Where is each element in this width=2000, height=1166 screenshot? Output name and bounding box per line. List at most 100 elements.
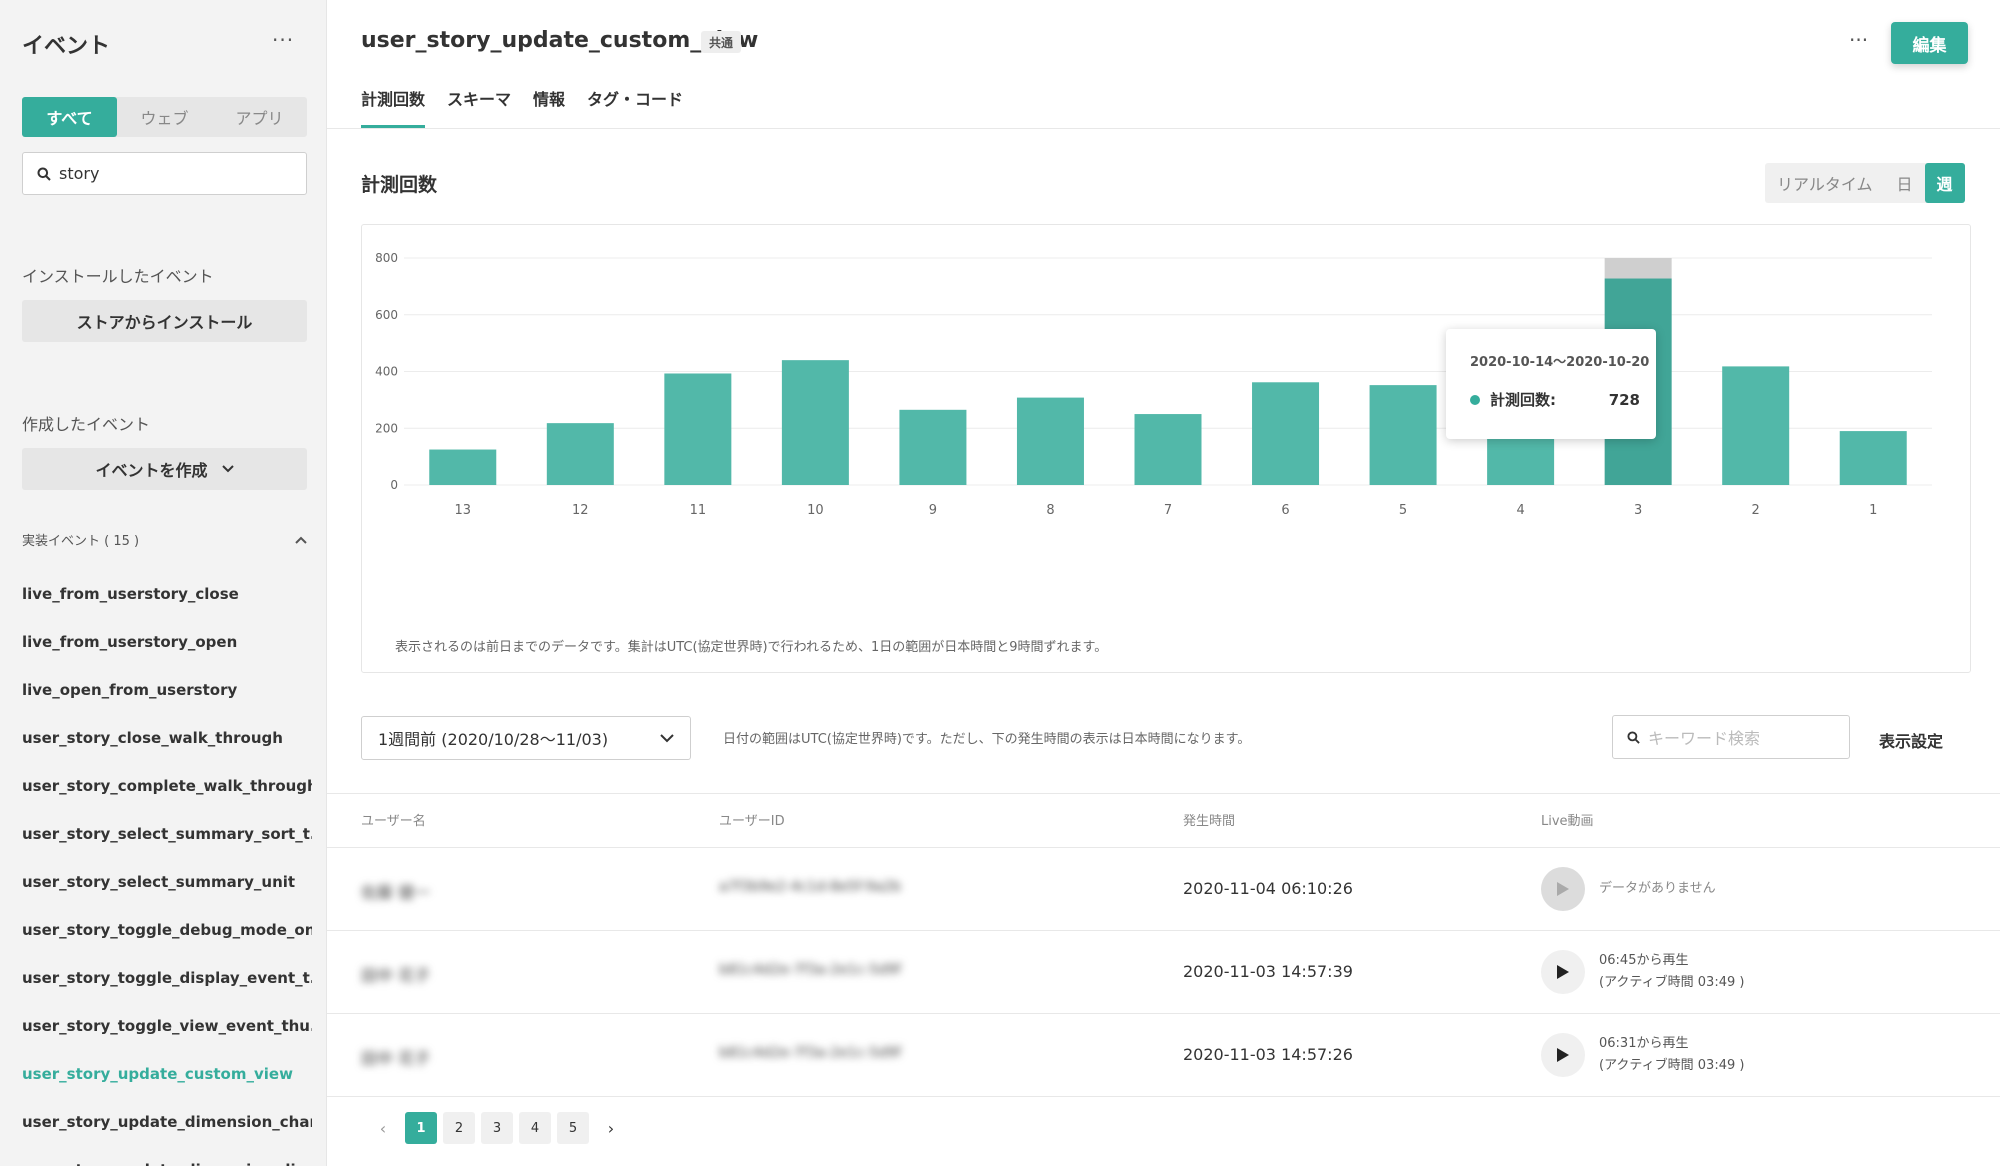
y-tick-label: 400	[375, 365, 398, 379]
event-list-item[interactable]: user_story_select_summary_unit	[22, 873, 296, 891]
next-page-button[interactable]: ›	[607, 1118, 615, 1138]
search-icon	[1627, 730, 1640, 744]
create-event-button[interactable]: イベントを作成	[22, 448, 307, 490]
event-search-input[interactable]: story	[22, 152, 307, 195]
chevron-down-icon	[660, 733, 674, 742]
play-active-time: (アクティブ時間 03:49 )	[1599, 1057, 1745, 1073]
period-select[interactable]: 1週間前 (2020/10/28〜11/03)	[361, 716, 691, 760]
x-tick-label: 8	[1046, 503, 1054, 518]
x-tick-label: 6	[1281, 503, 1289, 518]
page-button[interactable]: 3	[481, 1112, 513, 1144]
play-icon	[1557, 1047, 1569, 1062]
event-list-item[interactable]: live_open_from_userstory	[22, 681, 238, 699]
user-name-cell: 田中 花子	[361, 1048, 431, 1068]
main-content: user_story_update_custom_view 共通 ··· 編集 …	[327, 0, 2000, 1166]
filter-web-button[interactable]: ウェブ	[140, 109, 189, 128]
row-divider	[327, 1096, 2000, 1097]
event-list-item[interactable]: user_story_complete_walk_through	[22, 777, 312, 795]
tab-info[interactable]: 情報	[533, 90, 566, 109]
x-tick-label: 11	[690, 503, 707, 518]
event-list-item[interactable]: user_story_close_walk_through	[22, 729, 283, 747]
event-search-value: story	[59, 164, 100, 183]
tooltip-dot	[1470, 394, 1480, 405]
time-cell: 2020-11-03 14:57:26	[1183, 1044, 1353, 1064]
tab-schema[interactable]: スキーマ	[447, 90, 512, 109]
chart-tooltip: 2020-10-14〜2020-10-20 計測回数: 728	[1446, 329, 1656, 439]
event-list-item[interactable]: user_story_toggle_view_event_thu...	[22, 1017, 312, 1035]
user-id-cell: b81c4d2e-7f3a-2e1c-5d9f	[719, 961, 901, 978]
edit-button[interactable]: 編集	[1891, 22, 1968, 64]
sidebar: イベント ··· すべて ウェブ アプリ story インストールしたイベント …	[0, 0, 327, 1166]
bar	[781, 360, 849, 485]
range-realtime-button[interactable]: リアルタイム	[1777, 175, 1873, 194]
prev-page-button: ‹	[379, 1118, 387, 1138]
play-button[interactable]	[1541, 949, 1585, 994]
page-button[interactable]: 5	[557, 1112, 589, 1144]
bar	[1839, 431, 1907, 485]
bar	[899, 409, 967, 485]
platform-filter: すべて ウェブ アプリ	[22, 97, 307, 137]
chevron-down-icon	[221, 465, 234, 473]
implemented-events-header[interactable]: 実装イベント ( 15 )	[22, 530, 307, 549]
bar-overlay	[1604, 258, 1672, 279]
x-tick-label: 12	[572, 503, 589, 518]
col-header-time: 発生時間	[1183, 814, 1236, 829]
scope-badge: 共通	[701, 31, 742, 53]
page-button[interactable]: 1	[405, 1112, 437, 1144]
event-list-item[interactable]: live_from_userstory_close	[22, 585, 239, 603]
time-cell: 2020-11-04 06:10:26	[1183, 878, 1353, 898]
chevron-up-icon	[295, 536, 307, 544]
page-button[interactable]: 4	[519, 1112, 551, 1144]
play-button[interactable]	[1541, 1032, 1585, 1077]
keyword-search-input[interactable]: キーワード検索	[1612, 715, 1850, 759]
row-divider	[327, 1013, 2000, 1014]
more-icon[interactable]: ···	[1849, 28, 1869, 52]
play-info: 06:45から再生 (アクティブ時間 03:49 )	[1599, 950, 1744, 994]
chart-note: 表示されるのは前日までのデータです。集計はUTC(協定世界時)で行われるため、1…	[395, 640, 1108, 655]
create-event-label: イベントを作成	[95, 461, 208, 480]
y-tick-label: 600	[375, 308, 398, 322]
play-icon	[1557, 881, 1569, 896]
tabs-divider	[327, 128, 2000, 129]
filter-all-button[interactable]: すべて	[22, 97, 117, 137]
event-list-item[interactable]: user_story_select_summary_sort_t...	[22, 825, 312, 843]
x-tick-label: 3	[1634, 503, 1642, 518]
bar	[1252, 382, 1320, 485]
tooltip-label: 計測回数:	[1490, 391, 1556, 409]
user-name-cell: 佐藤 健一	[361, 882, 431, 902]
play-button	[1541, 866, 1585, 911]
col-header-live: Live動画	[1541, 814, 1594, 829]
chart-panel: 0 200 400 600 800 13 12 11 10 9 8 7 6 5 4 3 2 1 2020-10-1…	[361, 224, 1971, 673]
event-list-item[interactable]: user_story_update_custom_view	[22, 1065, 293, 1083]
implemented-events-label: 実装イベント ( 15 )	[22, 534, 140, 549]
range-week-button[interactable]: 週	[1924, 163, 1965, 203]
event-list-item[interactable]: user_story_update_dimension_dis...	[22, 1146, 312, 1166]
tab-tag-code[interactable]: タグ・コード	[587, 90, 684, 109]
period-select-value: 1週間前 (2020/10/28〜11/03)	[378, 730, 609, 749]
bar	[664, 373, 732, 485]
bar	[1016, 397, 1084, 485]
pagination: ‹ 1 2 3 4 5 ›	[367, 1112, 633, 1144]
display-settings-button[interactable]: 表示設定	[1879, 732, 1944, 751]
play-info: 06:31から再生 (アクティブ時間 03:49 )	[1599, 1033, 1744, 1077]
sidebar-more-icon[interactable]: ···	[272, 28, 295, 52]
event-list-item[interactable]: user_story_update_dimension_chart	[22, 1113, 312, 1131]
range-day-button[interactable]: 日	[1896, 175, 1913, 194]
event-list: live_from_userstory_close live_from_users…	[22, 570, 312, 1166]
section-title: 計測回数	[361, 174, 438, 196]
tab-counts[interactable]: 計測回数	[361, 86, 426, 128]
x-tick-label: 4	[1516, 503, 1524, 518]
page-button[interactable]: 2	[443, 1112, 475, 1144]
event-list-item[interactable]: user_story_toggle_display_event_t...	[22, 969, 312, 987]
filter-app-button[interactable]: アプリ	[235, 109, 284, 128]
filter-note: 日付の範囲はUTC(協定世界時)です。ただし、下の発生時間の表示は日本時間になり…	[723, 732, 1251, 747]
play-start-text: 06:31から再生	[1599, 1035, 1689, 1051]
x-tick-label: 9	[929, 503, 937, 518]
install-from-store-button[interactable]: ストアからインストール	[22, 300, 307, 342]
event-list-item[interactable]: live_from_userstory_open	[22, 633, 238, 651]
event-list-item[interactable]: user_story_toggle_debug_mode_on	[22, 921, 312, 939]
sidebar-title: イベント	[22, 34, 111, 59]
page-title: user_story_update_custom_view	[361, 28, 759, 53]
col-header-user: ユーザー名	[361, 814, 426, 829]
x-tick-label: 2	[1752, 503, 1760, 518]
